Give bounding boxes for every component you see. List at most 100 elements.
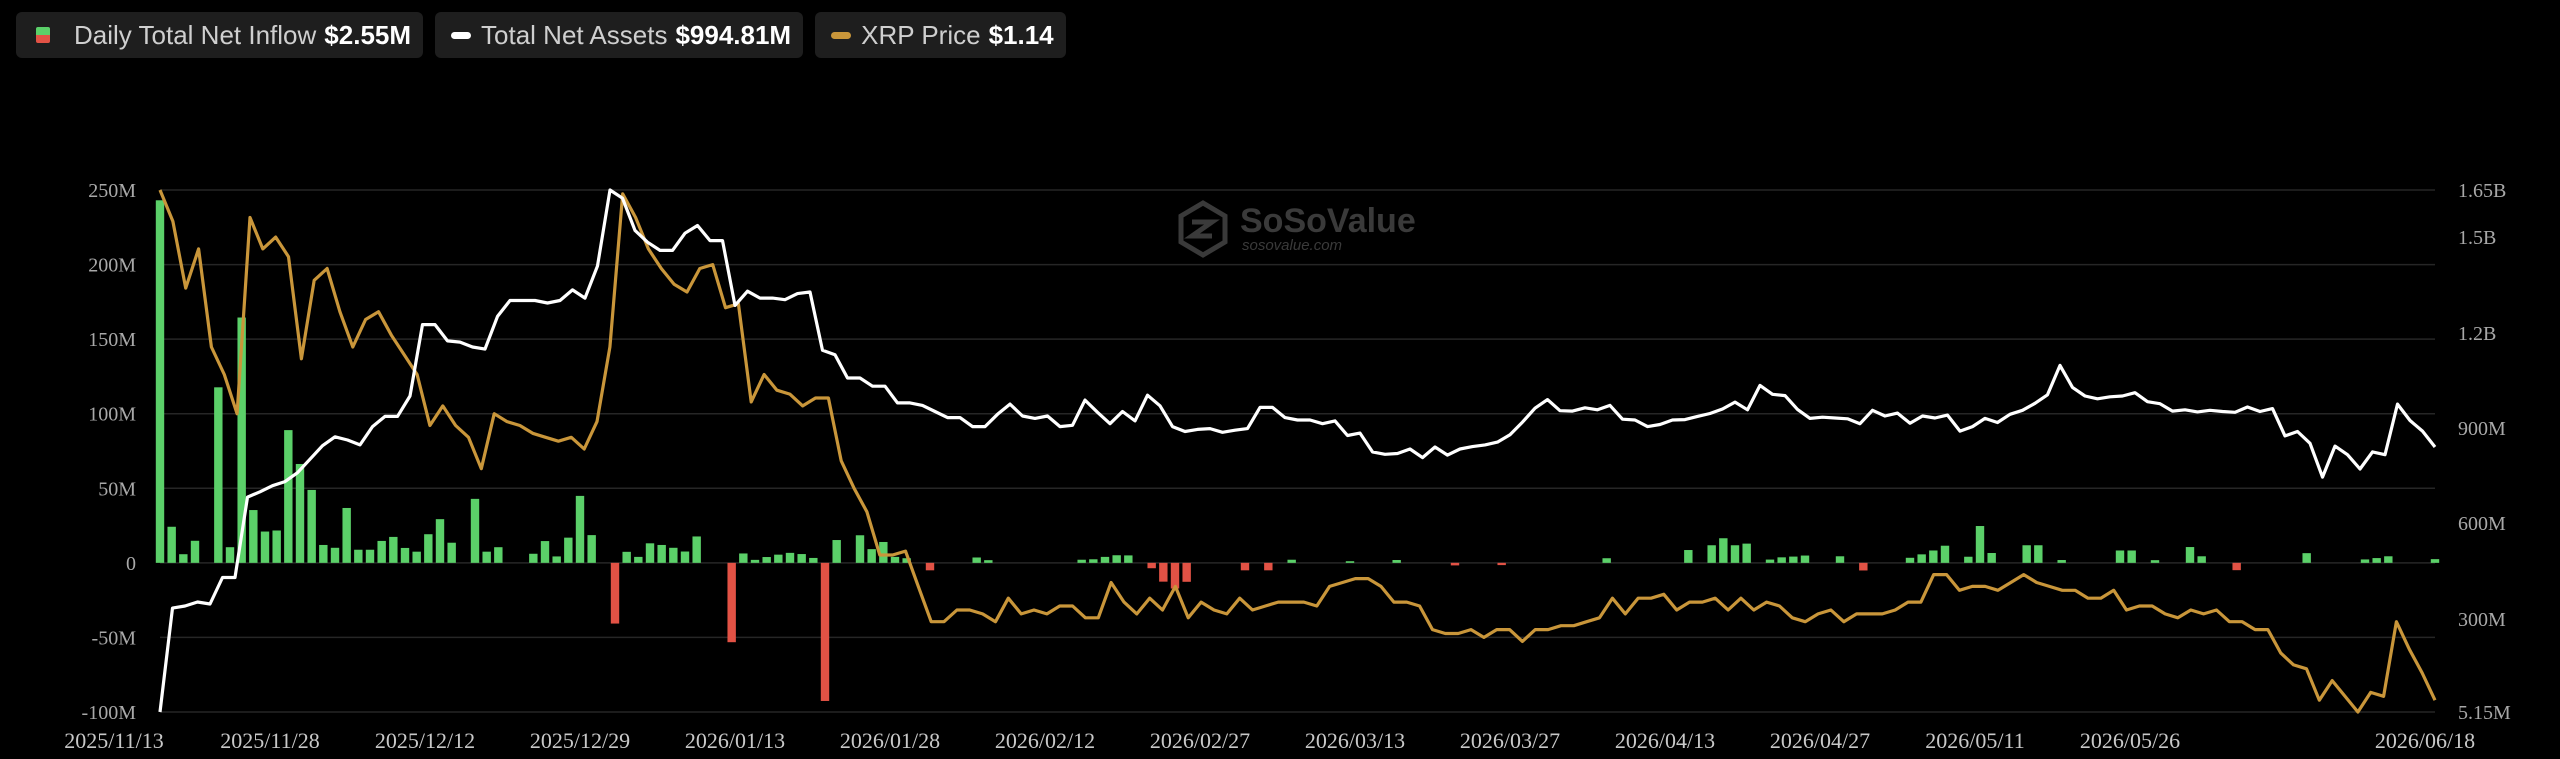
inflow-bar[interactable] <box>272 530 281 563</box>
inflow-bar[interactable] <box>225 547 235 563</box>
legend-chip-inflow[interactable]: Daily Total Net Inflow $2.55M <box>16 12 424 58</box>
inflow-bar[interactable] <box>2372 558 2381 563</box>
inflow-bar[interactable] <box>1940 545 1950 563</box>
inflow-bar[interactable] <box>540 541 550 563</box>
total-net-assets-line[interactable] <box>158 188 2437 713</box>
inflow-bar[interactable] <box>785 552 795 563</box>
inflow-bar[interactable] <box>1100 556 1110 563</box>
inflow-bar[interactable] <box>2384 556 2393 563</box>
inflow-bar[interactable] <box>389 536 398 563</box>
inflow-bar[interactable] <box>1264 562 1273 571</box>
inflow-bar[interactable] <box>1975 526 1985 563</box>
inflow-bar[interactable] <box>2057 560 2066 563</box>
inflow-bar[interactable] <box>2115 550 2125 563</box>
inflow-bar[interactable] <box>1707 545 1716 563</box>
inflow-bar[interactable] <box>1777 557 1786 563</box>
inflow-bar[interactable] <box>820 562 830 701</box>
inflow-bar[interactable] <box>1800 555 1810 563</box>
inflow-bar[interactable] <box>330 547 340 563</box>
inflow-bar[interactable] <box>365 549 375 563</box>
inflow-bar[interactable] <box>902 558 911 563</box>
inflow-bar[interactable] <box>1112 555 1121 563</box>
inflow-bar[interactable] <box>1905 557 1915 563</box>
inflow-bar[interactable] <box>2127 550 2136 563</box>
inflow-bar[interactable] <box>2185 547 2195 563</box>
inflow-bar[interactable] <box>412 551 421 563</box>
inflow-bar[interactable] <box>1929 550 1938 563</box>
inflow-bar[interactable] <box>867 549 876 563</box>
inflow-bar[interactable] <box>879 541 888 563</box>
inflow-bar[interactable] <box>2022 545 2031 563</box>
inflow-bar[interactable] <box>2430 559 2440 563</box>
inflow-bar[interactable] <box>2232 562 2241 571</box>
inflow-bar[interactable] <box>1917 554 1926 563</box>
inflow-bar[interactable] <box>295 463 305 563</box>
inflow-bar[interactable] <box>1602 558 1611 563</box>
inflow-bar[interactable] <box>1497 562 1506 566</box>
inflow-bar[interactable] <box>214 387 223 563</box>
inflow-bar[interactable] <box>564 537 573 563</box>
inflow-bar[interactable] <box>1765 559 1775 563</box>
inflow-bar[interactable] <box>1987 553 1996 563</box>
inflow-bar[interactable] <box>809 557 818 563</box>
inflow-bar[interactable] <box>529 553 538 563</box>
inflow-bar[interactable] <box>494 547 503 563</box>
inflow-bar[interactable] <box>727 562 736 643</box>
inflow-bar[interactable] <box>1124 555 1133 563</box>
inflow-bar[interactable] <box>1789 556 1798 563</box>
inflow-bar[interactable] <box>190 540 200 563</box>
inflow-bar[interactable] <box>622 551 631 563</box>
legend-chip-price[interactable]: XRP Price $1.14 <box>815 12 1066 58</box>
inflow-bar[interactable] <box>750 559 760 563</box>
inflow-bar[interactable] <box>1077 559 1086 563</box>
inflow-bar[interactable] <box>797 554 806 563</box>
inflow-bar[interactable] <box>1147 562 1156 569</box>
inflow-bar[interactable] <box>575 495 585 563</box>
inflow-bar[interactable] <box>925 562 935 571</box>
inflow-bar[interactable] <box>319 544 328 563</box>
inflow-bar[interactable] <box>1392 560 1401 563</box>
inflow-bar[interactable] <box>1684 550 1693 563</box>
inflow-bar[interactable] <box>1450 562 1460 566</box>
inflow-bar[interactable] <box>1964 556 1973 563</box>
inflow-bar[interactable] <box>984 560 993 563</box>
inflow-bar[interactable] <box>237 317 246 563</box>
inflow-bar[interactable] <box>855 535 865 563</box>
legend-chip-assets[interactable]: Total Net Assets $994.81M <box>435 12 804 58</box>
inflow-bar[interactable] <box>1859 562 1868 571</box>
inflow-bar[interactable] <box>739 553 748 563</box>
inflow-bar[interactable] <box>552 556 561 563</box>
inflow-bar[interactable] <box>1240 562 1250 571</box>
inflow-bar[interactable] <box>1159 562 1168 582</box>
inflow-bar[interactable] <box>1182 562 1191 582</box>
inflow-bar[interactable] <box>1287 559 1296 563</box>
inflow-bar[interactable] <box>1170 562 1180 589</box>
inflow-bar[interactable] <box>762 557 771 563</box>
inflow-bar[interactable] <box>1345 561 1355 563</box>
inflow-bar[interactable] <box>377 540 386 563</box>
inflow-bar[interactable] <box>890 556 900 563</box>
inflow-bar[interactable] <box>400 547 410 563</box>
inflow-bar[interactable] <box>179 554 188 563</box>
inflow-bar[interactable] <box>680 551 690 563</box>
inflow-bar[interactable] <box>435 519 445 563</box>
inflow-bar[interactable] <box>284 430 293 563</box>
inflow-bar[interactable] <box>260 531 270 563</box>
inflow-bar[interactable] <box>470 498 480 563</box>
inflow-bar[interactable] <box>2150 560 2160 563</box>
inflow-bar[interactable] <box>657 544 666 563</box>
inflow-bar[interactable] <box>832 540 841 563</box>
inflow-bar[interactable] <box>1730 545 1740 563</box>
inflow-bar[interactable] <box>447 542 456 563</box>
inflow-bar[interactable] <box>482 551 491 563</box>
xrp-price-line[interactable] <box>158 189 2437 714</box>
inflow-bar[interactable] <box>2197 556 2206 563</box>
inflow-bar[interactable] <box>307 489 316 563</box>
inflow-bar[interactable] <box>774 554 783 563</box>
inflow-bar[interactable] <box>1089 559 1098 563</box>
inflow-bar[interactable] <box>249 510 258 563</box>
inflow-bar[interactable] <box>692 536 701 563</box>
inflow-bar[interactable] <box>1835 556 1845 563</box>
inflow-bar[interactable] <box>1742 543 1751 563</box>
inflow-bar[interactable] <box>155 200 165 563</box>
